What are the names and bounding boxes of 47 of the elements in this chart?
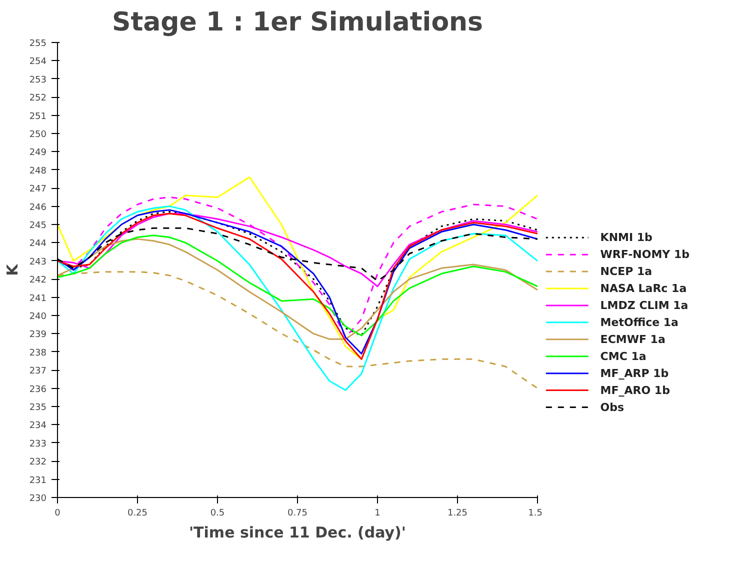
y-tick-label: 245 xyxy=(29,221,47,231)
legend-label: MetOffice 1a xyxy=(600,316,678,329)
legend-label: Obs xyxy=(600,400,625,414)
legend-label: KNMI 1b xyxy=(600,231,653,244)
x-axis-title: 'Time since 11 Dec. (day)' xyxy=(188,524,406,542)
chart-title: Stage 1 : 1er Simulations xyxy=(112,8,484,38)
legend-label: ECMWF 1a xyxy=(600,332,666,346)
y-tick-label: 238 xyxy=(29,348,47,358)
legend-label: CMC 1a xyxy=(600,350,646,363)
legend-label: NASA LaRc 1a xyxy=(600,282,687,295)
x-tick-label: 1.25 xyxy=(447,508,468,518)
x-tick-label: 0.5 xyxy=(210,508,225,518)
x-tick-label: 0.25 xyxy=(127,508,148,518)
y-tick-label: 232 xyxy=(29,458,47,468)
y-tick-label: 230 xyxy=(29,494,47,504)
y-tick-label: 253 xyxy=(29,75,47,86)
y-tick-label: 247 xyxy=(29,184,47,195)
y-tick-label: 242 xyxy=(29,276,47,286)
y-tick-label: 237 xyxy=(29,366,47,377)
y-tick-label: 250 xyxy=(29,130,47,140)
y-tick-label: 231 xyxy=(29,476,47,486)
y-tick-label: 248 xyxy=(29,166,47,176)
x-tick-label: 1.5 xyxy=(528,508,543,518)
legend-label: MF_ARO 1b xyxy=(600,384,670,397)
y-tick-label: 240 xyxy=(29,312,47,322)
y-tick-label: 255 xyxy=(29,39,47,49)
legend-label: WRF-NOMY 1b xyxy=(600,248,690,262)
y-tick-label: 234 xyxy=(29,421,47,432)
y-tick-label: 254 xyxy=(29,57,47,68)
legend-label: LMDZ CLIM 1a xyxy=(600,298,688,312)
y-tick-label: 249 xyxy=(29,148,47,158)
x-tick-label: 1 xyxy=(374,508,380,518)
y-tick-label: 244 xyxy=(29,239,47,250)
y-tick-label: 236 xyxy=(29,384,47,395)
y-tick-label: 235 xyxy=(29,403,47,413)
y-tick-label: 252 xyxy=(29,94,47,104)
y-tick-label: 243 xyxy=(29,257,47,268)
y-tick-label: 246 xyxy=(29,202,47,213)
y-tick-label: 239 xyxy=(29,330,47,340)
legend-label: MF_ARP 1b xyxy=(600,366,669,380)
y-tick-label: 233 xyxy=(29,439,47,450)
y-tick-label: 251 xyxy=(29,112,47,122)
x-tick-label: 0.75 xyxy=(287,508,308,518)
y-axis-title: K xyxy=(3,262,22,276)
y-tick-label: 241 xyxy=(29,294,47,304)
legend-label: NCEP 1a xyxy=(600,265,652,278)
x-tick-label: 0 xyxy=(54,508,61,518)
